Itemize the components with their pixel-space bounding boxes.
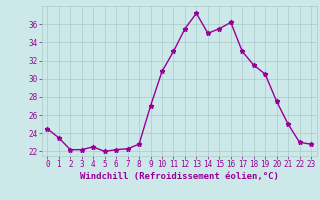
X-axis label: Windchill (Refroidissement éolien,°C): Windchill (Refroidissement éolien,°C): [80, 172, 279, 181]
